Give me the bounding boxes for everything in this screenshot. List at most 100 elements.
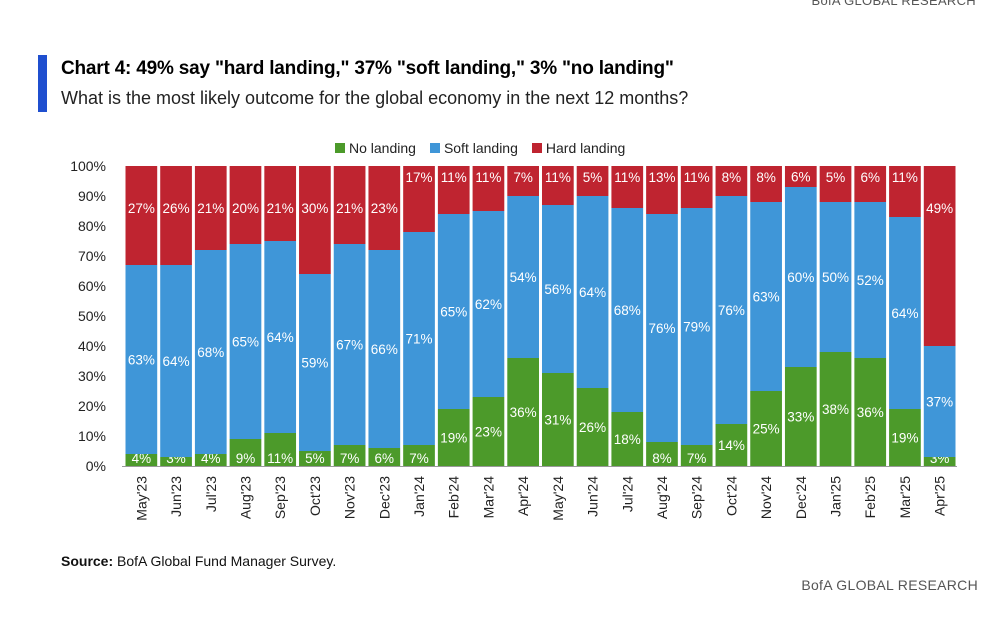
data-label-hard-landing: 21% <box>197 201 224 216</box>
data-label-soft-landing: 63% <box>128 353 155 368</box>
x-tick-label: Oct'23 <box>307 476 323 516</box>
bar-segment-hard-landing <box>750 166 782 202</box>
bar-segment-no-landing <box>784 367 817 466</box>
legend-label-no-landing: No landing <box>349 140 416 156</box>
bar-segment-no-landing <box>923 457 956 466</box>
y-tick-label: 100% <box>70 158 106 174</box>
bar-segment-soft-landing <box>472 211 505 397</box>
data-label-hard-landing: 11% <box>684 170 710 185</box>
x-tick-label: Jul'24 <box>619 476 635 512</box>
y-tick-label: 10% <box>78 428 106 444</box>
data-label-soft-landing: 79% <box>683 320 710 335</box>
data-label-no-landing: 25% <box>753 422 780 437</box>
data-label-hard-landing: 11% <box>475 170 501 185</box>
y-tick-label: 90% <box>78 188 106 204</box>
data-label-hard-landing: 21% <box>336 201 363 216</box>
source-note: Source: BofA Global Fund Manager Survey. <box>61 553 336 569</box>
data-label-no-landing: 6% <box>375 451 395 466</box>
bar-segment-hard-landing <box>160 166 192 265</box>
x-tick-label: Sep'23 <box>272 476 288 519</box>
y-tick-label: 20% <box>78 398 106 414</box>
data-label-hard-landing: 21% <box>267 201 294 216</box>
chart-subtitle: What is the most likely outcome for the … <box>61 88 689 108</box>
bar-segment-soft-landing <box>194 250 227 454</box>
y-tick-label: 60% <box>78 278 106 294</box>
bar-segment-hard-landing <box>472 166 505 211</box>
data-label-no-landing: 11% <box>267 451 293 466</box>
data-label-hard-landing: 11% <box>441 170 467 185</box>
x-tick-label: Jan'24 <box>411 476 427 517</box>
bar-segment-soft-landing <box>646 214 678 442</box>
bar-segment-hard-landing <box>194 166 227 250</box>
data-label-no-landing: 36% <box>857 405 884 420</box>
bar-segment-no-landing <box>854 358 887 466</box>
bar-segment-soft-landing <box>715 196 748 424</box>
x-tick-label: Apr'24 <box>515 476 531 516</box>
bar-segment-soft-landing <box>750 202 782 391</box>
x-tick-label: Dec'23 <box>376 476 392 519</box>
data-label-no-landing: 31% <box>544 413 571 428</box>
data-label-no-landing: 4% <box>132 451 152 466</box>
data-label-hard-landing: 11% <box>892 170 918 185</box>
data-label-no-landing: 7% <box>687 451 707 466</box>
bar-segment-hard-landing <box>611 166 644 208</box>
data-label-hard-landing: 23% <box>371 201 398 216</box>
bar-segment-soft-landing <box>923 346 956 457</box>
data-label-hard-landing: 49% <box>926 201 953 216</box>
bar-segment-hard-landing <box>819 166 852 202</box>
bar-segment-hard-landing <box>264 166 297 241</box>
x-tick-label: Aug'23 <box>237 476 253 519</box>
x-tick-label: Jan'25 <box>828 476 844 517</box>
data-label-soft-landing: 50% <box>822 270 849 285</box>
legend-swatch-soft-landing <box>429 143 440 153</box>
bar-segment-no-landing <box>611 412 644 466</box>
data-label-no-landing: 14% <box>718 438 745 453</box>
data-label-no-landing: 19% <box>891 431 918 446</box>
bar-segment-soft-landing <box>611 208 644 412</box>
legend-label-hard-landing: Hard landing <box>545 140 626 156</box>
data-label-no-landing: 8% <box>652 451 672 466</box>
data-label-soft-landing: 59% <box>301 356 328 371</box>
data-label-soft-landing: 62% <box>475 297 502 312</box>
bar-segment-hard-landing <box>715 166 748 196</box>
source-text: BofA Global Fund Manager Survey. <box>117 553 337 569</box>
bar-segment-no-landing <box>680 445 713 466</box>
bar-segment-hard-landing <box>403 166 435 232</box>
bar-segment-no-landing <box>542 373 574 466</box>
bar-segment-soft-landing <box>507 196 539 358</box>
data-label-no-landing: 7% <box>409 451 429 466</box>
bar-segment-hard-landing <box>229 166 262 244</box>
bar-segment-soft-landing <box>160 265 192 457</box>
bar-segment-hard-landing <box>507 166 539 196</box>
data-label-soft-landing: 65% <box>232 335 259 350</box>
bar-segment-no-landing <box>576 388 609 466</box>
bar-segment-no-landing <box>819 352 852 466</box>
y-tick-label: 40% <box>78 338 106 354</box>
bar-segment-hard-landing <box>299 166 331 274</box>
x-tick-label: Aug'24 <box>654 476 670 519</box>
bar-segment-no-landing <box>750 391 782 466</box>
bar-segment-no-landing <box>160 457 192 466</box>
data-label-no-landing: 19% <box>440 431 467 446</box>
data-label-no-landing: 18% <box>614 432 641 447</box>
bar-segment-hard-landing <box>125 166 158 265</box>
bar-segment-soft-landing <box>264 241 297 433</box>
source-label: Source: <box>61 553 114 569</box>
data-label-hard-landing: 17% <box>406 170 433 185</box>
data-label-no-landing: 23% <box>475 425 502 440</box>
legend-label-soft-landing: Soft landing <box>443 140 518 156</box>
x-tick-label: May'24 <box>550 476 566 521</box>
bar-segment-hard-landing <box>680 166 713 208</box>
data-label-soft-landing: 64% <box>579 285 606 300</box>
data-label-soft-landing: 67% <box>336 338 363 353</box>
bar-segment-soft-landing <box>299 274 331 451</box>
x-tick-label: Feb'25 <box>862 476 878 519</box>
bar-segment-soft-landing <box>229 244 262 439</box>
bar-segment-no-landing <box>368 448 401 466</box>
bar-segment-no-landing <box>403 445 435 466</box>
data-label-soft-landing: 65% <box>440 305 467 320</box>
data-label-hard-landing: 5% <box>583 170 603 185</box>
data-label-soft-landing: 52% <box>857 273 884 288</box>
data-label-hard-landing: 5% <box>826 170 846 185</box>
data-label-soft-landing: 56% <box>544 282 571 297</box>
